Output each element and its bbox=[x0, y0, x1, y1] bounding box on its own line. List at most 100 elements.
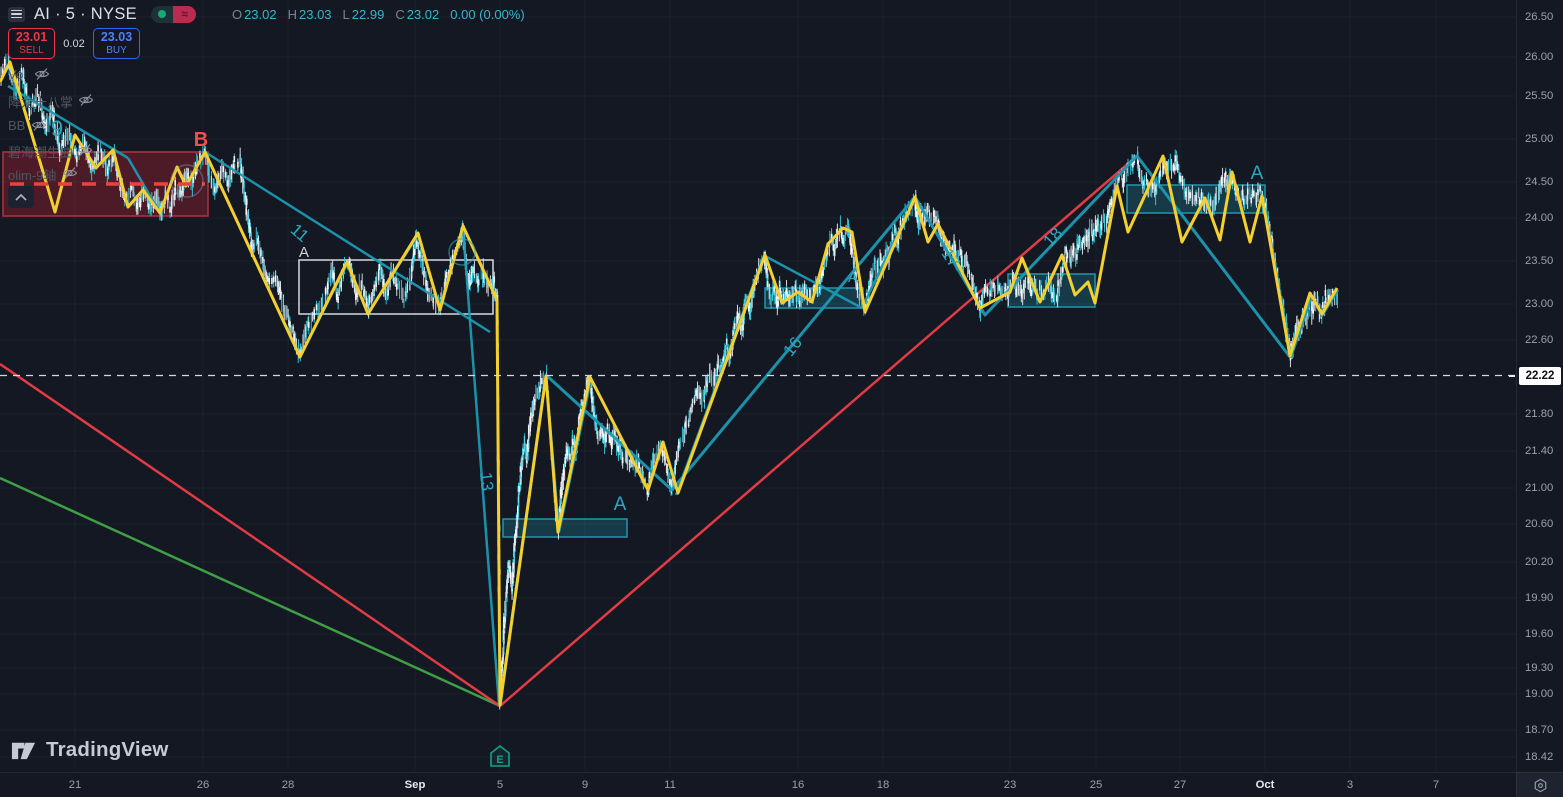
symbol-menu-icon[interactable] bbox=[8, 6, 25, 22]
drawing-box-teal bbox=[502, 518, 628, 538]
wave-label: A bbox=[1251, 163, 1264, 184]
trend-line-green bbox=[0, 476, 501, 708]
zigzag-line-yellow bbox=[0, 60, 1339, 707]
gear-icon bbox=[1534, 778, 1546, 792]
low-key: L bbox=[342, 6, 350, 22]
earnings-badge bbox=[490, 744, 510, 767]
chevron-up-icon bbox=[15, 193, 27, 201]
time-tick: Oct bbox=[1255, 779, 1275, 791]
time-tick: 25 bbox=[1089, 779, 1103, 791]
eye-off-icon[interactable] bbox=[34, 67, 50, 81]
symbol-title[interactable]: AI · 5 · NYSE bbox=[34, 4, 137, 23]
time-tick: 9 bbox=[581, 779, 589, 791]
chart-pane[interactable]: 9 B A 11 13 A 16 17 18 A A E AI · 5 · NYSE ≈ O 23.02… bbox=[0, 0, 1516, 772]
last-price-label: 22.22 bbox=[1519, 367, 1561, 385]
spread-value: 0.02 bbox=[63, 37, 85, 50]
ohlc-readout: O 23.02 H 23.03 L 22.99 C 23.02 0.00 (0.00%) bbox=[232, 7, 525, 22]
time-tick: Sep bbox=[404, 779, 426, 791]
price-tick: 19.60 bbox=[1525, 628, 1554, 640]
time-tick: 11 bbox=[664, 779, 676, 791]
drawing-circle bbox=[170, 164, 204, 198]
watermark-text: TradingView bbox=[46, 737, 169, 761]
eye-off-icon[interactable] bbox=[31, 118, 47, 132]
trade-panel: 23.01 SELL 0.02 23.03 BUY bbox=[8, 28, 140, 59]
price-tick: 21.80 bbox=[1525, 408, 1554, 420]
price-tick: 18.70 bbox=[1525, 724, 1554, 736]
last-price-tick bbox=[1509, 375, 1515, 377]
high-key: H bbox=[287, 6, 297, 22]
time-tick: 26 bbox=[196, 779, 210, 791]
collapse-legend-button[interactable] bbox=[8, 186, 34, 208]
price-tick: 21.00 bbox=[1525, 482, 1554, 494]
low-value: 22.99 bbox=[351, 6, 385, 22]
price-tick: 19.90 bbox=[1525, 592, 1554, 604]
sell-button[interactable]: 23.01 SELL bbox=[8, 28, 55, 59]
sell-price: 23.01 bbox=[15, 30, 48, 45]
indicator-row-olim[interactable]: olim-9轴 bbox=[8, 165, 78, 183]
open-value: 23.02 bbox=[244, 6, 277, 22]
tradingview-watermark: TradingView bbox=[10, 736, 169, 763]
time-tick: 3 bbox=[1346, 779, 1354, 791]
time-tick: 21 bbox=[68, 779, 82, 791]
indicator-label[interactable]: Vol bbox=[8, 67, 27, 82]
price-tick: 26.00 bbox=[1525, 51, 1554, 63]
trend-line-red bbox=[0, 155, 1138, 708]
wave-label: 18 bbox=[1040, 224, 1067, 251]
price-axis[interactable]: 22.22 26.50 26.00 25.50 25.00 24.50 24.00 23.5… bbox=[1509, 0, 1563, 772]
price-tick: 25.00 bbox=[1525, 133, 1554, 145]
time-tick: 5 bbox=[496, 779, 504, 791]
axis-settings-corner[interactable] bbox=[1516, 772, 1563, 797]
change-value: 0.00 (0.00%) bbox=[450, 6, 525, 22]
earnings-badge-letter: E bbox=[496, 754, 503, 766]
time-tick: 7 bbox=[1432, 779, 1440, 791]
price-tick: 23.50 bbox=[1525, 255, 1554, 267]
buy-price: 23.03 bbox=[100, 30, 133, 45]
indicator-label[interactable]: 碧海潮生曲 bbox=[8, 145, 74, 160]
indicator-label[interactable]: BB bbox=[8, 118, 26, 133]
price-tick: 19.00 bbox=[1525, 688, 1554, 700]
wave-label: A bbox=[299, 244, 309, 261]
close-value: 23.02 bbox=[406, 6, 440, 22]
open-key: O bbox=[231, 6, 243, 22]
wave-label: A bbox=[848, 269, 858, 286]
eye-off-icon[interactable] bbox=[77, 143, 93, 157]
price-tick: 21.40 bbox=[1525, 445, 1554, 457]
high-value: 23.03 bbox=[299, 6, 332, 22]
price-tick: 20.20 bbox=[1525, 556, 1554, 568]
price-tick: 18.42 bbox=[1525, 751, 1554, 763]
indicator-row-xianglong[interactable]: 降龙十八掌 bbox=[8, 92, 94, 110]
indicator-label[interactable]: 降龙十八掌 bbox=[8, 95, 74, 110]
indicator-label[interactable]: olim-9轴 bbox=[8, 168, 57, 183]
price-tick: 24.00 bbox=[1525, 212, 1554, 224]
price-tick: 22.60 bbox=[1525, 334, 1554, 346]
wave-label: 11 bbox=[287, 220, 313, 246]
buy-button[interactable]: 23.03 BUY bbox=[93, 28, 140, 59]
indicator-row-vol[interactable]: Vol bbox=[8, 66, 50, 84]
price-tick: 26.50 bbox=[1525, 11, 1554, 23]
price-tick: 23.00 bbox=[1525, 298, 1554, 310]
time-tick: 16 bbox=[791, 779, 805, 791]
drawing-box-white bbox=[298, 259, 494, 315]
indicator-row-bb[interactable]: BB bbox=[8, 117, 47, 135]
wave-line-teal bbox=[7, 84, 129, 160]
buy-label: BUY bbox=[106, 44, 127, 56]
price-tick: 24.50 bbox=[1525, 176, 1554, 188]
delayed-data-icon: ≈ bbox=[173, 5, 196, 23]
sell-label: SELL bbox=[19, 44, 44, 56]
wave-label: 13 bbox=[476, 471, 497, 492]
tradingview-logo-icon bbox=[11, 742, 36, 760]
eye-off-icon[interactable] bbox=[78, 93, 94, 107]
eye-off-icon[interactable] bbox=[62, 166, 78, 180]
close-key: C bbox=[395, 6, 405, 22]
chart-header: AI · 5 · NYSE ≈ O 23.02 H 23.03 L 22.99 C 23… bbox=[8, 4, 525, 24]
price-tick: 20.60 bbox=[1525, 518, 1554, 530]
indicator-row-bihai[interactable]: 碧海潮生曲 bbox=[8, 142, 93, 160]
time-axis[interactable]: 21 26 28 Sep 5 9 11 16 18 23 25 27 Oct 3 7 bbox=[0, 772, 1516, 797]
wave-label: A bbox=[614, 494, 627, 515]
time-tick: 27 bbox=[1173, 779, 1187, 791]
market-status-toggle[interactable]: ≈ bbox=[150, 5, 196, 23]
time-tick: 23 bbox=[1003, 779, 1017, 791]
market-open-dot-icon bbox=[150, 5, 174, 23]
